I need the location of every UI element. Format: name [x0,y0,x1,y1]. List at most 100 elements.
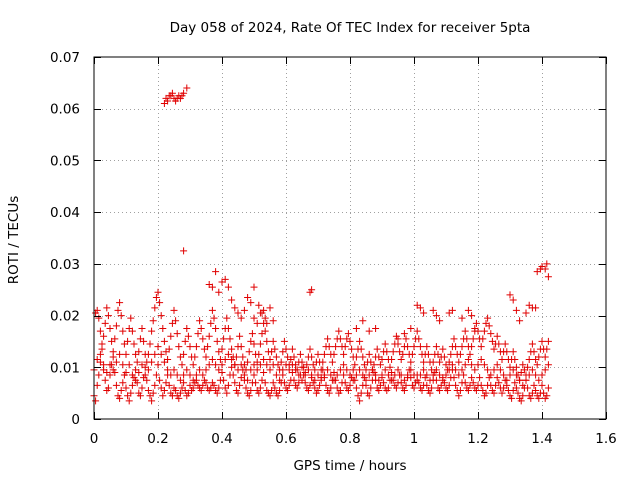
data-point [429,371,437,379]
grid-lines [94,57,606,419]
data-point [111,335,119,343]
data-point [381,340,389,348]
data-point [455,392,463,400]
data-point [436,317,444,325]
data-point [140,337,148,345]
data-point [95,314,103,322]
data-point [509,296,517,304]
data-point [175,343,183,351]
data-point [508,394,516,402]
data-point [116,350,124,358]
data-point [336,387,344,395]
data-point [528,366,536,374]
data-point [423,343,431,351]
data-point [170,306,178,314]
data-point [420,309,428,317]
data-point [290,353,298,361]
data-point [154,343,162,351]
data-point [314,371,322,379]
data-point [420,366,428,374]
data-point [138,361,146,369]
data-point [423,371,431,379]
data-point [255,350,263,358]
data-point [226,335,234,343]
data-point [100,361,108,369]
data-point [365,371,373,379]
data-point [128,381,136,389]
data-point [468,343,476,351]
data-point [125,361,133,369]
data-point [378,371,386,379]
data-point [373,345,381,353]
data-point [93,306,101,314]
data-point [384,384,392,392]
data-point [448,306,456,314]
data-point [392,384,400,392]
data-point [356,366,364,374]
data-point [408,350,416,358]
x-tick-label: 1 [410,431,419,447]
data-point [213,389,221,397]
data-point [180,247,188,255]
data-point [151,350,159,358]
data-point [352,325,360,332]
data-point [530,348,538,356]
data-point [464,356,472,364]
data-point [167,371,175,379]
data-point [124,337,132,345]
data-point [455,358,463,366]
data-point [404,371,412,379]
data-point [244,376,252,384]
data-point [509,348,517,356]
data-point [413,327,421,335]
data-point [250,283,258,291]
data-point [472,319,480,327]
data-point [516,376,524,384]
x-tick-label: 1.6 [595,431,616,447]
data-point [152,293,160,301]
data-point [471,325,479,332]
data-point [218,361,226,369]
data-point [324,335,332,343]
data-point [503,376,511,384]
data-point [223,314,231,322]
data-point [541,265,549,273]
data-point [127,314,135,322]
data-point [101,376,109,384]
data-point [327,384,335,392]
data-point [114,306,122,314]
data-point [480,361,488,369]
data-point [224,350,232,358]
data-point [93,356,101,364]
data-point [376,361,384,369]
data-point [450,335,458,343]
data-point [541,353,549,361]
data-point [429,306,437,314]
data-point [533,361,541,369]
data-point [112,358,120,366]
data-point [237,314,245,322]
data-point [253,366,261,374]
data-point [151,304,159,312]
data-point [245,392,253,400]
data-point [487,330,495,338]
y-tick-label: 0.06 [50,102,80,118]
data-point [452,343,460,351]
data-point [252,379,260,387]
data-point [525,371,533,379]
data-point [229,371,237,379]
data-point [352,371,360,379]
data-point [258,309,266,317]
data-point [173,371,181,379]
data-point [271,345,279,353]
data-point [452,381,460,389]
data-point [416,343,424,351]
data-points [90,84,552,405]
data-point [212,268,220,276]
data-point [178,361,186,369]
data-point [288,361,296,369]
data-point [234,389,242,397]
data-point [148,397,156,405]
data-point [242,384,250,392]
data-point [432,312,440,320]
